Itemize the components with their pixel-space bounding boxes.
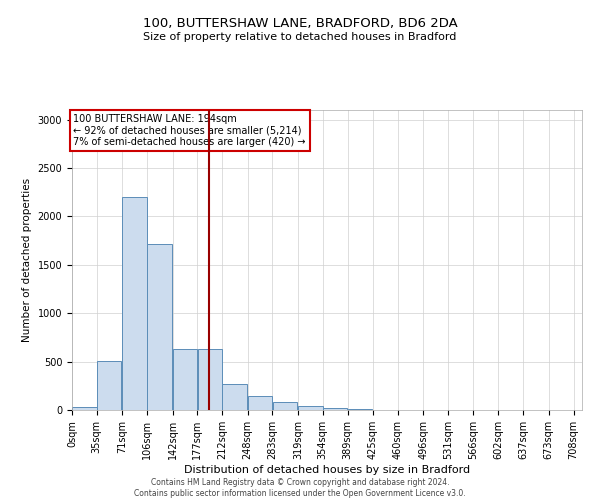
Bar xyxy=(122,197,147,410)
Bar xyxy=(248,396,272,410)
Bar xyxy=(147,244,172,410)
Bar xyxy=(197,349,222,410)
Text: Contains HM Land Registry data © Crown copyright and database right 2024.
Contai: Contains HM Land Registry data © Crown c… xyxy=(134,478,466,498)
Y-axis label: Number of detached properties: Number of detached properties xyxy=(22,178,32,342)
Text: Size of property relative to detached houses in Bradford: Size of property relative to detached ho… xyxy=(143,32,457,42)
Bar xyxy=(348,409,372,410)
Bar xyxy=(72,407,97,410)
Bar xyxy=(223,384,247,410)
Bar xyxy=(323,408,347,410)
X-axis label: Distribution of detached houses by size in Bradford: Distribution of detached houses by size … xyxy=(184,464,470,474)
Bar xyxy=(298,406,323,410)
Text: 100, BUTTERSHAW LANE, BRADFORD, BD6 2DA: 100, BUTTERSHAW LANE, BRADFORD, BD6 2DA xyxy=(143,18,457,30)
Bar xyxy=(97,360,121,410)
Text: 100 BUTTERSHAW LANE: 194sqm
← 92% of detached houses are smaller (5,214)
7% of s: 100 BUTTERSHAW LANE: 194sqm ← 92% of det… xyxy=(73,114,306,147)
Bar xyxy=(173,349,197,410)
Bar xyxy=(272,402,297,410)
